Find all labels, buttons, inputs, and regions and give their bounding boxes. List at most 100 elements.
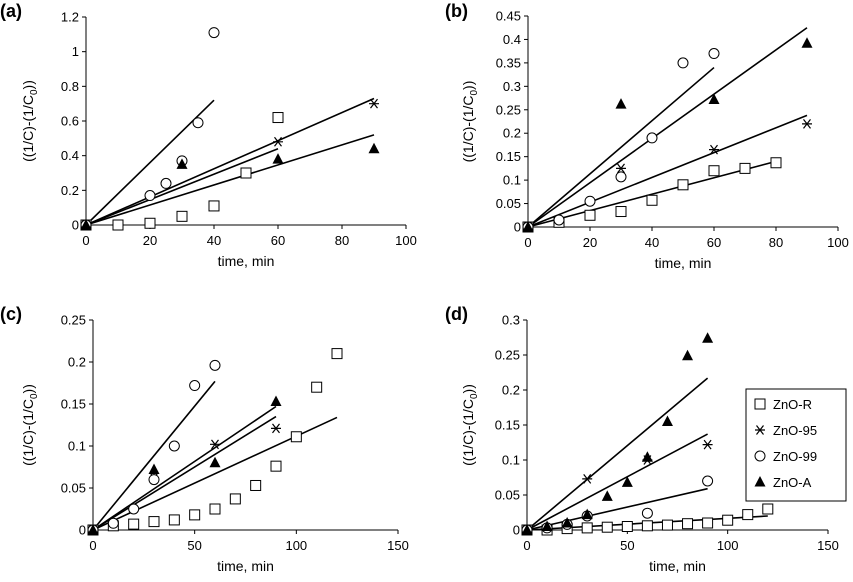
panel-label: (c) (0, 304, 22, 324)
y-tick-label: 1 (72, 44, 79, 59)
data-point-zno-a (641, 451, 653, 462)
legend: ZnO-R ZnO-95 ZnO-99 ZnO-A (745, 388, 847, 502)
y-tick-label: 0.45 (496, 9, 521, 24)
y-tick-label: 0.15 (61, 397, 86, 412)
fit-line-zno-95 (92, 415, 277, 531)
data-point-zno-r (208, 200, 220, 212)
data-point-zno-95 (273, 136, 283, 147)
y-axis-label: ((1/C)-(1/C0)) (460, 384, 480, 466)
data-point-zno-a (176, 158, 188, 169)
data-point-zno-r (148, 516, 160, 528)
x-tick-label: 100 (285, 538, 307, 553)
fit-line-zno-a (92, 405, 277, 531)
legend-label-zno-95: ZnO-95 (773, 423, 817, 438)
data-point-zno-r (742, 509, 754, 521)
data-point-zno-a (682, 349, 694, 361)
y-tick-label: 0 (79, 523, 86, 538)
series-zno-99 (522, 48, 720, 233)
data-point-zno-r (311, 381, 323, 393)
y-tick-label: 0 (72, 218, 79, 233)
legend-label-zno-a: ZnO-A (773, 475, 812, 490)
data-point-zno-r (250, 479, 262, 491)
data-point-zno-r (331, 348, 343, 360)
chart-panel-0: 0 0.2 0.4 0.6 0.8 1 1.2 0 20 40 60 80 100 time, min ((… (0, 1, 417, 269)
data-point-zno-99 (677, 57, 689, 69)
y-tick-label: 0 (513, 523, 520, 538)
data-point-zno-99 (641, 507, 653, 519)
chart-panel-3: 0 0.05 0.1 0.15 0.2 0.25 0.3 0 50 100 150 time, min… (445, 304, 839, 574)
y-axis-label: ((1/C)-(1/C0)) (460, 81, 480, 163)
data-point-zno-a (541, 520, 553, 531)
data-point-zno-r (176, 210, 188, 222)
series-zno-a (521, 332, 714, 535)
data-point-zno-a (581, 508, 593, 520)
data-point-zno-a (702, 332, 714, 343)
data-point-zno-a (621, 476, 633, 487)
x-tick-label: 20 (583, 235, 597, 250)
x-axis-label: time, min (649, 558, 706, 574)
series-zno-a (522, 37, 813, 232)
fit-line-zno-95 (527, 114, 808, 228)
fit-line-zno-99 (527, 66, 715, 228)
fit-line-zno-a (85, 134, 375, 226)
series-zno-99 (80, 27, 220, 231)
x-axis-label: time, min (655, 255, 712, 271)
data-point-zno-r (168, 514, 180, 526)
y-tick-label: 0.6 (61, 114, 79, 129)
data-point-zno-r (229, 493, 241, 505)
y-tick-label: 0.1 (502, 453, 520, 468)
data-point-zno-r (209, 503, 221, 515)
x-tick-label: 50 (620, 538, 634, 553)
legend-label-zno-r: ZnO-R (773, 397, 812, 412)
y-tick-label: 0.8 (61, 79, 79, 94)
data-point-zno-a (522, 221, 534, 232)
data-point-zno-95 (802, 118, 812, 129)
series-zno-95 (523, 118, 812, 232)
legend-marker-zno-a (754, 476, 766, 487)
fit-line-zno-r (85, 147, 279, 226)
x-tick-label: 150 (817, 538, 839, 553)
y-tick-label: 0.1 (503, 173, 521, 188)
fit-line-zno-95 (85, 97, 375, 226)
data-point-zno-a (708, 93, 720, 104)
data-point-zno-r (677, 179, 689, 191)
data-point-zno-99 (160, 177, 172, 189)
data-point-zno-r (270, 460, 282, 472)
data-point-zno-r (739, 162, 751, 174)
data-point-zno-a (561, 517, 573, 528)
data-point-zno-r (189, 509, 201, 521)
data-point-zno-a (615, 98, 627, 109)
data-point-zno-r (661, 519, 673, 531)
data-point-zno-99 (192, 117, 204, 129)
chart-panel-1: 0 0.05 0.1 0.15 0.2 0.25 0.3 0.35 0.4 0.45 0 20 40 60… (445, 1, 849, 271)
data-point-zno-r (615, 206, 627, 218)
y-tick-label: 0.25 (61, 313, 86, 328)
data-point-zno-99 (646, 132, 658, 144)
data-point-zno-99 (553, 214, 565, 226)
data-point-zno-r (641, 520, 653, 532)
data-point-zno-r (584, 209, 596, 221)
series-zno-99 (87, 359, 221, 536)
panel-label: (b) (445, 1, 468, 21)
y-axis-label: ((1/C)-(1/C0)) (20, 384, 40, 466)
y-tick-label: 0.3 (503, 79, 521, 94)
legend-marker-zno-99 (754, 450, 766, 462)
fit-line-zno-a (526, 377, 709, 531)
y-tick-label: 0.15 (496, 149, 521, 164)
data-point-zno-a (601, 490, 613, 501)
data-point-zno-r (646, 194, 658, 206)
x-tick-label: 100 (827, 235, 849, 250)
y-tick-label: 0.4 (61, 148, 79, 163)
data-point-zno-95 (709, 144, 719, 155)
data-point-zno-r (722, 514, 734, 526)
fit-line-zno-a (527, 27, 808, 228)
y-tick-label: 0.35 (496, 55, 521, 70)
data-point-zno-a (80, 219, 92, 230)
y-tick-label: 0.3 (502, 313, 520, 328)
x-tick-label: 20 (143, 233, 157, 248)
data-point-zno-95 (369, 98, 379, 109)
data-point-zno-r (290, 431, 302, 443)
data-point-zno-95 (271, 423, 281, 434)
data-point-zno-95 (702, 439, 713, 450)
data-point-zno-a (368, 142, 380, 154)
